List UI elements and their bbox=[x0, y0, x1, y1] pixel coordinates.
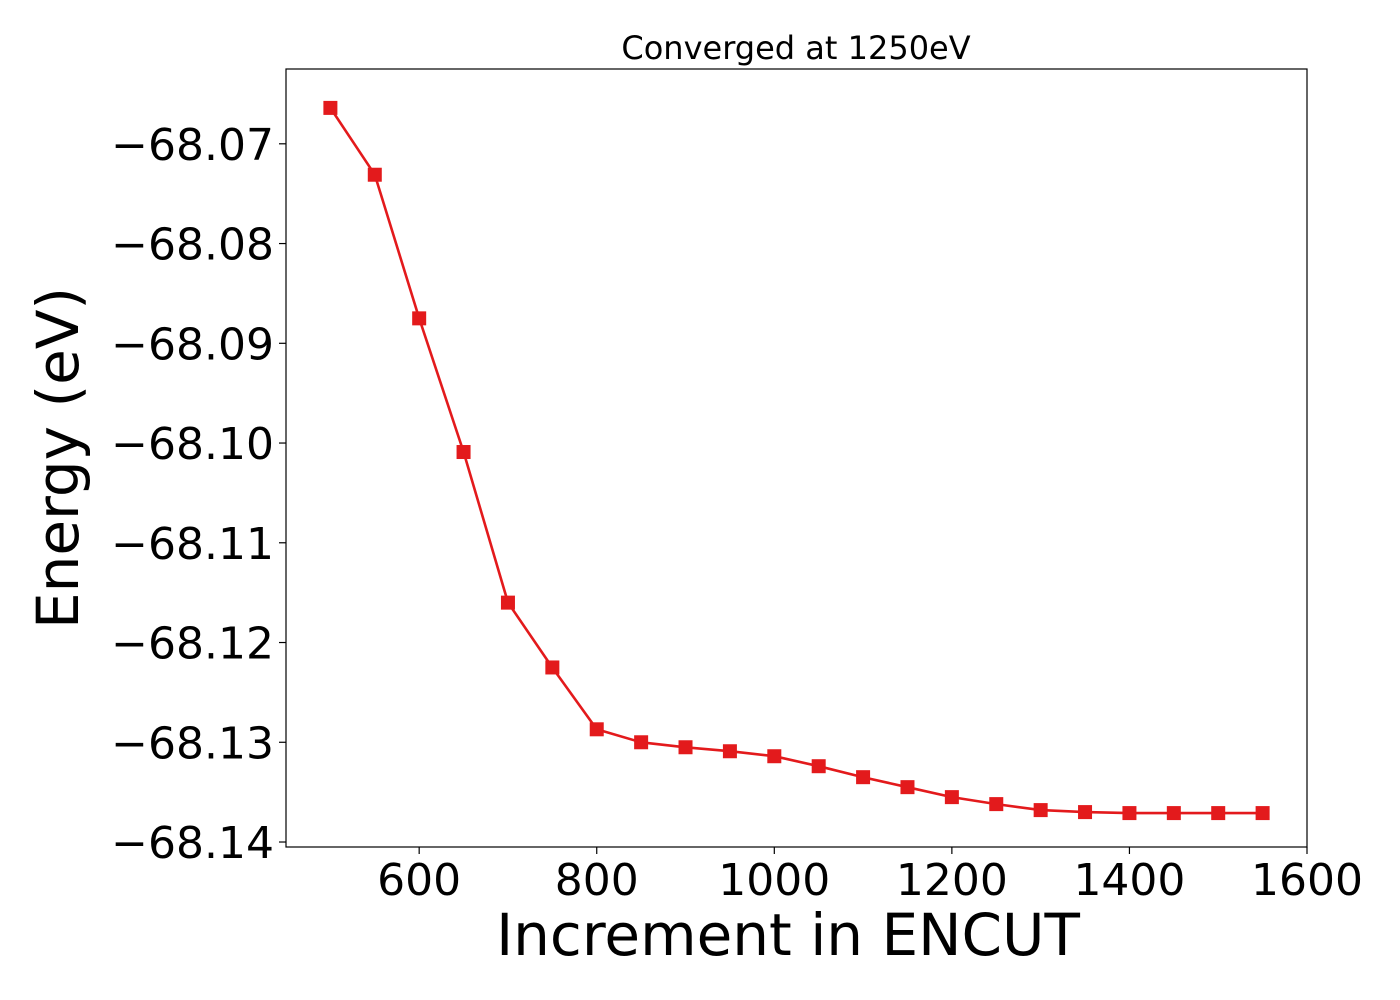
y-axis-label: Energy (eV) bbox=[24, 287, 92, 629]
data-point-marker bbox=[1033, 803, 1048, 818]
data-point-marker bbox=[589, 722, 604, 737]
y-tick-label: −68.14 bbox=[111, 818, 274, 869]
data-point-marker bbox=[1078, 805, 1093, 820]
x-tick-label: 1000 bbox=[718, 855, 830, 906]
plot-frame bbox=[285, 68, 1308, 848]
y-tick-label: −68.13 bbox=[111, 718, 274, 769]
data-point-marker bbox=[900, 780, 915, 795]
x-tick-label: 1600 bbox=[1251, 855, 1363, 906]
data-point-marker bbox=[500, 595, 515, 610]
y-tick-label: −68.11 bbox=[111, 519, 274, 570]
data-point-marker bbox=[1255, 806, 1270, 821]
x-tick-label: 1400 bbox=[1073, 855, 1185, 906]
data-point-marker bbox=[811, 759, 826, 774]
data-point-marker bbox=[856, 770, 871, 785]
data-point-marker bbox=[944, 790, 959, 805]
series-line bbox=[329, 107, 1263, 815]
data-point-marker bbox=[545, 660, 560, 675]
data-point-marker bbox=[412, 311, 427, 326]
data-series bbox=[323, 100, 1270, 821]
x-tick-label: 1200 bbox=[896, 855, 1008, 906]
data-point-marker bbox=[1211, 806, 1226, 821]
data-point-marker bbox=[367, 167, 382, 182]
data-point-marker bbox=[456, 445, 471, 460]
y-tick-label: −68.08 bbox=[111, 220, 274, 271]
data-point-marker bbox=[1166, 806, 1181, 821]
data-point-marker bbox=[767, 749, 782, 764]
chart-title: Converged at 1250eV bbox=[621, 29, 970, 67]
data-point-marker bbox=[678, 740, 693, 755]
x-tick-label: 800 bbox=[555, 855, 639, 906]
data-point-marker bbox=[1122, 806, 1137, 821]
axes: 600 800 1000 1200 1400 1600 −68.07 −68.08 −68.09… bbox=[111, 120, 1363, 906]
data-point-marker bbox=[323, 100, 338, 115]
data-point-marker bbox=[989, 797, 1004, 812]
y-tick-label: −68.12 bbox=[111, 619, 274, 670]
data-point-marker bbox=[722, 744, 737, 759]
x-tick-label: 600 bbox=[377, 855, 461, 906]
y-tick-label: −68.09 bbox=[111, 319, 274, 370]
y-tick-label: −68.07 bbox=[111, 120, 274, 171]
y-tick-label: −68.10 bbox=[111, 419, 274, 470]
x-axis-label: Increment in ENCUT bbox=[496, 901, 1080, 969]
data-point-marker bbox=[634, 735, 649, 750]
